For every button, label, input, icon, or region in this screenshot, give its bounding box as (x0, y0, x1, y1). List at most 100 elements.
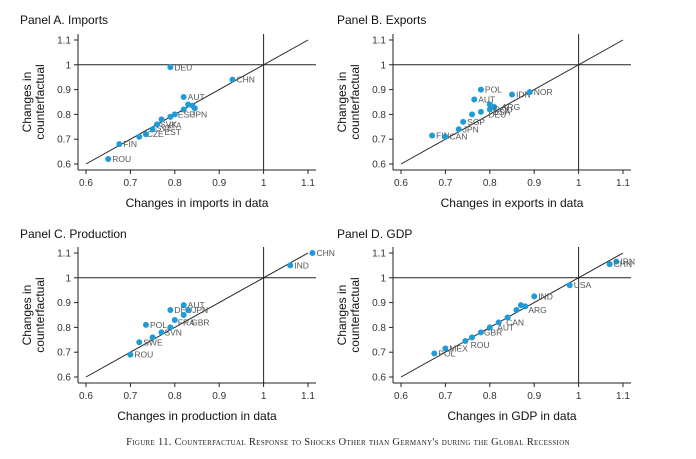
y-tick-label: 1 (65, 60, 71, 71)
cluster-label: USA (493, 107, 511, 117)
data-point (471, 96, 478, 103)
data-point (486, 101, 493, 108)
data-point (469, 111, 476, 118)
x-tick-label: 1 (261, 178, 267, 189)
y-tick-label: 0.8 (57, 110, 71, 121)
cluster-label: ESP (178, 109, 195, 119)
data-point (105, 156, 112, 163)
y-tick-label: 1.1 (57, 36, 71, 47)
data-point (167, 64, 174, 71)
y-axis-label: counterfactual (348, 64, 362, 139)
x-tick-label: 0.7 (123, 178, 137, 189)
data-point (460, 118, 467, 125)
y-tick-label: 0.6 (57, 373, 71, 384)
data-point (462, 338, 469, 345)
data-point (158, 329, 165, 336)
data-point (149, 334, 156, 341)
data-point (509, 91, 515, 98)
x-tick-label: 1.1 (616, 178, 630, 189)
data-point (136, 339, 143, 346)
y-axis-label: counterfactual (348, 277, 362, 352)
x-tick-label: 0.6 (79, 178, 93, 189)
x-tick-label: 0.9 (527, 391, 541, 402)
point-label: AUT (188, 92, 205, 102)
cluster-label: GBR (191, 317, 209, 327)
x-axis-label: Changes in exports in data (441, 196, 584, 210)
forty-five-degree-line (85, 39, 309, 165)
x-tick-label: 0.6 (79, 391, 93, 402)
data-point (185, 307, 192, 314)
cluster-label: ITA (169, 121, 182, 131)
point-label: FIN (123, 139, 137, 149)
data-point (180, 312, 187, 318)
forty-five-degree-line (85, 252, 309, 378)
point-label: DEU (174, 62, 192, 72)
panel-title: Panel A. Imports (20, 13, 108, 27)
panel-title: Panel C. Production (20, 227, 127, 241)
data-point (154, 121, 161, 128)
data-point (442, 133, 449, 140)
cluster-label: EST (164, 127, 181, 137)
cluster-label: JPN (191, 109, 207, 119)
y-tick-label: 1.1 (372, 36, 386, 47)
data-point (136, 133, 143, 140)
point-label: POL (150, 320, 167, 330)
data-point (491, 103, 498, 110)
point-label: IDN (516, 90, 531, 100)
forty-five-degree-line (400, 252, 624, 378)
data-point (455, 126, 462, 133)
panel-3: Panel C. Production 0.6 0.7 0.8 0.9 1 1.1 0.6 0.… (20, 227, 335, 423)
point-label: CAN (449, 132, 467, 142)
cluster-label: CAN (506, 317, 524, 327)
point-label: AUT (188, 300, 205, 310)
x-tick-label: 1 (261, 391, 267, 402)
data-point (142, 131, 149, 138)
point-label: DEU (174, 305, 192, 315)
point-label: ROU (494, 104, 513, 114)
y-tick-label: 0.6 (372, 160, 386, 171)
cluster-label: SVK (160, 119, 177, 129)
point-label: IND (294, 260, 309, 270)
data-point (431, 350, 438, 357)
y-axis-label: Changes in (335, 72, 349, 133)
y-tick-label: 0.7 (372, 135, 386, 146)
x-tick-label: 0.6 (394, 178, 408, 189)
data-point (566, 282, 573, 289)
data-point (429, 132, 436, 139)
data-point (167, 324, 174, 331)
panel-title: Panel B. Exports (337, 13, 426, 27)
x-tick-label: 1.1 (301, 391, 315, 402)
x-tick-label: 0.6 (394, 391, 408, 402)
data-point (495, 319, 502, 326)
point-label: POL (485, 85, 502, 95)
data-point (180, 106, 187, 113)
data-point (513, 307, 520, 314)
x-tick-label: 0.9 (212, 391, 226, 402)
y-tick-label: 1.1 (372, 249, 386, 260)
x-axis-label: Changes in imports in data (126, 196, 269, 210)
data-point (477, 329, 484, 336)
y-tick-label: 0.9 (372, 85, 386, 96)
x-axis-label: Changes in production in data (117, 409, 277, 423)
y-axis-label: counterfactual (33, 277, 47, 352)
data-point (477, 86, 484, 93)
data-point (180, 302, 187, 309)
point-label: CHN (316, 248, 334, 258)
point-label: CHN (614, 259, 632, 269)
data-point (180, 94, 187, 101)
y-tick-label: 0.7 (57, 135, 71, 146)
y-tick-label: 0.8 (57, 323, 71, 334)
x-tick-label: 0.8 (483, 178, 497, 189)
y-axis-label: counterfactual (33, 64, 47, 139)
point-label: JPN (463, 124, 479, 134)
point-label: IND (538, 291, 553, 301)
y-tick-label: 0.8 (372, 110, 386, 121)
point-label: SWE (143, 337, 163, 347)
y-tick-label: 1.1 (57, 249, 71, 260)
data-point (116, 141, 123, 148)
point-label: ROU (134, 350, 153, 360)
x-tick-label: 0.9 (212, 178, 226, 189)
panel-1: Panel A. Imports 0.6 0.7 0.8 0.9 1 1.1 0.6 0.7 0.… (20, 13, 316, 210)
cluster-label: GBR (484, 327, 502, 337)
data-point (504, 314, 511, 321)
